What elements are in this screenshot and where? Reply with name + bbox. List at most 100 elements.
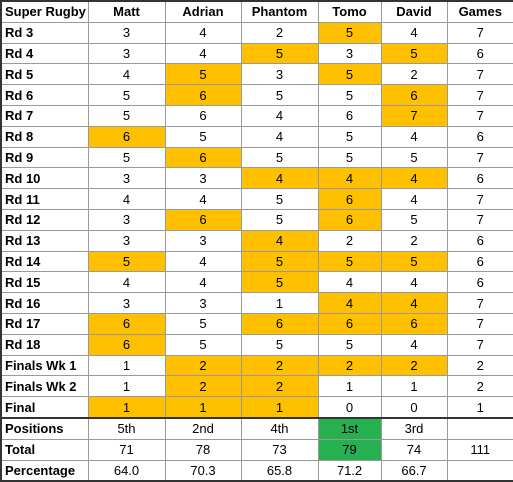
score-cell[interactable]: 2: [380, 63, 448, 86]
score-cell[interactable]: 5: [317, 21, 382, 44]
score-cell[interactable]: 3: [87, 21, 166, 44]
score-cell[interactable]: 5: [240, 84, 319, 106]
score-cell[interactable]: 5: [317, 84, 382, 106]
score-cell[interactable]: 5: [164, 312, 242, 335]
games-cell[interactable]: 6: [446, 167, 513, 190]
games-cell[interactable]: 6: [446, 271, 513, 294]
score-cell[interactable]: 4: [164, 42, 242, 65]
total-cell[interactable]: 71: [87, 438, 166, 461]
round-label[interactable]: Rd 16: [0, 292, 89, 314]
score-cell[interactable]: 5: [87, 250, 166, 273]
round-label[interactable]: Rd 8: [0, 125, 89, 148]
games-cell[interactable]: 7: [446, 333, 513, 356]
score-cell[interactable]: 6: [164, 146, 242, 169]
score-cell[interactable]: 5: [317, 146, 382, 169]
score-cell[interactable]: 4: [317, 271, 382, 294]
score-cell[interactable]: 4: [164, 21, 242, 44]
round-label[interactable]: Rd 13: [0, 229, 89, 252]
score-cell[interactable]: 5: [87, 146, 166, 169]
corner-header[interactable]: Super Rugby: [0, 0, 89, 23]
score-cell[interactable]: 4: [87, 188, 166, 210]
score-cell[interactable]: 4: [240, 125, 319, 148]
score-cell[interactable]: 3: [317, 42, 382, 65]
score-cell[interactable]: 1: [240, 396, 319, 419]
score-cell[interactable]: 1: [380, 375, 448, 398]
score-cell[interactable]: 5: [164, 333, 242, 356]
score-cell[interactable]: 5: [240, 188, 319, 210]
score-cell[interactable]: 1: [164, 396, 242, 419]
score-cell[interactable]: 3: [164, 292, 242, 314]
games-cell[interactable]: 6: [446, 42, 513, 65]
round-label[interactable]: Rd 18: [0, 333, 89, 356]
score-cell[interactable]: 5: [240, 271, 319, 294]
score-cell[interactable]: 6: [317, 104, 382, 127]
player-header-tomo[interactable]: Tomo: [317, 0, 382, 23]
games-cell[interactable]: 2: [446, 354, 513, 377]
score-cell[interactable]: 6: [317, 188, 382, 210]
score-cell[interactable]: 5: [240, 42, 319, 65]
score-cell[interactable]: 6: [317, 208, 382, 231]
games-cell[interactable]: 7: [446, 146, 513, 169]
score-cell[interactable]: 6: [164, 104, 242, 127]
score-cell[interactable]: 3: [87, 208, 166, 231]
total-cell[interactable]: 73: [240, 438, 319, 461]
total-cell[interactable]: 74: [380, 438, 448, 461]
score-cell[interactable]: 4: [380, 188, 448, 210]
round-label[interactable]: Rd 10: [0, 167, 89, 190]
score-cell[interactable]: 2: [240, 21, 319, 44]
round-label[interactable]: Finals Wk 1: [0, 354, 89, 377]
round-label[interactable]: Final: [0, 396, 89, 419]
score-cell[interactable]: 5: [164, 63, 242, 86]
score-cell[interactable]: 2: [380, 229, 448, 252]
score-cell[interactable]: 6: [240, 312, 319, 335]
round-label[interactable]: Rd 3: [0, 21, 89, 44]
score-cell[interactable]: 4: [380, 292, 448, 314]
score-cell[interactable]: 1: [87, 396, 166, 419]
score-cell[interactable]: 6: [87, 312, 166, 335]
round-label[interactable]: Rd 6: [0, 84, 89, 106]
positions-cell[interactable]: 4th: [240, 416, 319, 440]
total-label[interactable]: Total: [0, 438, 89, 461]
round-label[interactable]: Rd 7: [0, 104, 89, 127]
score-cell[interactable]: 5: [380, 42, 448, 65]
round-label[interactable]: Rd 12: [0, 208, 89, 231]
score-cell[interactable]: 6: [380, 84, 448, 106]
score-cell[interactable]: 5: [317, 333, 382, 356]
player-header-matt[interactable]: Matt: [87, 0, 166, 23]
games-cell[interactable]: 2: [446, 375, 513, 398]
games-cell[interactable]: 7: [446, 63, 513, 86]
games-cell[interactable]: 7: [446, 188, 513, 210]
score-cell[interactable]: 3: [164, 167, 242, 190]
score-cell[interactable]: 6: [87, 333, 166, 356]
round-label[interactable]: Rd 15: [0, 271, 89, 294]
score-cell[interactable]: 2: [164, 354, 242, 377]
score-cell[interactable]: 4: [164, 250, 242, 273]
positions-cell[interactable]: 2nd: [164, 416, 242, 440]
games-cell[interactable]: 7: [446, 84, 513, 106]
score-cell[interactable]: 3: [240, 63, 319, 86]
score-cell[interactable]: 1: [87, 375, 166, 398]
score-cell[interactable]: 1: [317, 375, 382, 398]
score-cell[interactable]: 4: [164, 188, 242, 210]
round-label[interactable]: Finals Wk 2: [0, 375, 89, 398]
score-cell[interactable]: 0: [380, 396, 448, 419]
total-cell[interactable]: 78: [164, 438, 242, 461]
score-cell[interactable]: 5: [240, 146, 319, 169]
score-cell[interactable]: 6: [380, 312, 448, 335]
score-cell[interactable]: 5: [317, 125, 382, 148]
score-cell[interactable]: 5: [87, 104, 166, 127]
score-cell[interactable]: 5: [240, 333, 319, 356]
positions-cell[interactable]: 1st: [317, 416, 382, 440]
player-header-david[interactable]: David: [380, 0, 448, 23]
score-cell[interactable]: 2: [240, 375, 319, 398]
score-cell[interactable]: 2: [380, 354, 448, 377]
positions-cell[interactable]: 3rd: [380, 416, 448, 440]
score-cell[interactable]: 5: [317, 250, 382, 273]
score-cell[interactable]: 4: [164, 271, 242, 294]
score-cell[interactable]: 3: [87, 42, 166, 65]
score-cell[interactable]: 3: [87, 292, 166, 314]
score-cell[interactable]: 3: [164, 229, 242, 252]
score-cell[interactable]: 7: [380, 104, 448, 127]
score-cell[interactable]: 6: [87, 125, 166, 148]
player-header-phantom[interactable]: Phantom: [240, 0, 319, 23]
